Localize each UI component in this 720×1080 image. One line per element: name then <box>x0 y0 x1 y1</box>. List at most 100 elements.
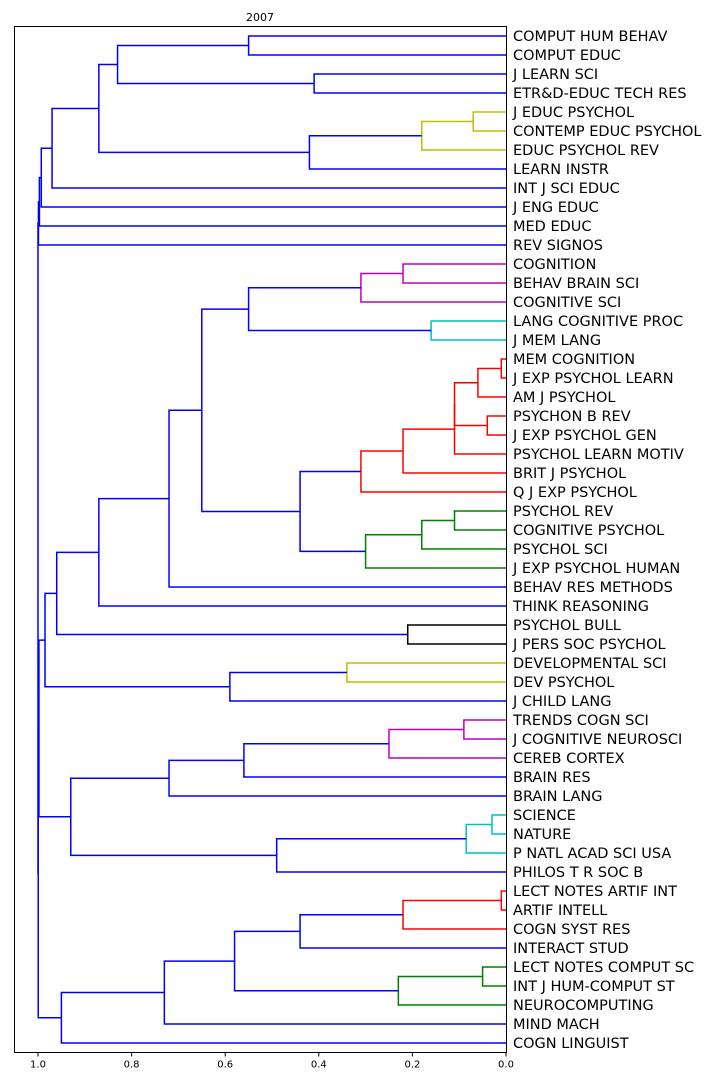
leaf-label: EDUC PSYCHOL REV <box>513 143 659 159</box>
leaf-label: DEV PSYCHOL <box>513 675 614 691</box>
leaf-label: CEREB CORTEX <box>513 751 625 767</box>
dendrogram-link <box>38 639 71 818</box>
dendrogram-link <box>247 35 506 56</box>
leaf-label: COGNITIVE SCI <box>513 295 621 311</box>
dendrogram-link <box>360 450 506 493</box>
dendrogram-link <box>233 930 399 992</box>
leaf-label: Q J EXP PSYCHOL <box>513 485 637 501</box>
x-tick-label: 0.0 <box>498 1060 514 1071</box>
dendrogram-link <box>402 263 506 284</box>
dendrogram-link <box>51 107 506 189</box>
dendrogram-link <box>500 890 506 911</box>
dendrogram-link <box>463 719 506 740</box>
leaf-label: COMPUT HUM BEHAV <box>513 29 668 45</box>
dendrogram-link <box>453 510 506 531</box>
leaf-label: SCIENCE <box>513 808 576 824</box>
leaf-label: INT J HUM-COMPUT ST <box>513 979 675 995</box>
leaf-label: J ENG EDUC <box>512 200 599 216</box>
dendrogram-link <box>247 287 432 332</box>
leaf-label: PHILOS T R SOC B <box>513 865 643 881</box>
leaf-label: INTERACT STUD <box>513 941 629 957</box>
leaf-label: J PERS SOC PSYCHOL <box>512 637 666 653</box>
leaf-label: DEVELOPMENTAL SCI <box>513 656 667 672</box>
dendrogram-link <box>486 415 506 436</box>
leaf-label: BRIT J PSYCHOL <box>513 466 626 482</box>
dendrogram-link <box>98 497 506 607</box>
leaf-label: J EDUC PSYCHOL <box>512 105 634 121</box>
leaf-label: LECT NOTES COMPUT SC <box>513 960 694 976</box>
leaf-label: COGNITIVE PSYCHOL <box>513 523 664 539</box>
leaf-label: COGN SYST RES <box>513 922 630 938</box>
dendrogram-link <box>70 777 277 857</box>
dendrogram-link <box>500 358 506 379</box>
dendrogram-link <box>37 727 62 1019</box>
x-tick-label: 0.2 <box>404 1060 420 1071</box>
leaf-label: BEHAV BRAIN SCI <box>513 276 639 292</box>
x-tick-label: 0.6 <box>217 1060 233 1071</box>
x-tick-label: 0.4 <box>311 1060 327 1071</box>
leaf-label: P NATL ACAD SCI USA <box>513 846 671 862</box>
dendrogram-link <box>98 63 310 154</box>
dendrogram-link <box>430 320 506 341</box>
dendrogram-links <box>37 35 506 1044</box>
dendrogram-link <box>116 44 315 85</box>
x-axis: 1.0 0.8 0.6 0.4 0.2 0.0 <box>30 1052 514 1071</box>
leaf-label: J LEARN SCI <box>512 67 598 83</box>
leaf-label: PSYCHOL REV <box>513 504 613 520</box>
dendrogram-link <box>364 534 506 569</box>
leaf-label: TRENDS COGN SCI <box>512 713 649 729</box>
leaf-label: PSYCHOL SCI <box>513 542 608 558</box>
dendrogram-link <box>313 73 506 94</box>
leaf-label: PSYCHON B REV <box>513 409 631 425</box>
dendrogram-link <box>299 470 366 553</box>
leaf-label: COGNITION <box>513 257 596 273</box>
dendrogram-link <box>38 176 506 227</box>
leaf-label: J CHILD LANG <box>512 694 611 710</box>
dendrogram-link <box>397 975 506 1006</box>
leaf-label: THINK REASONING <box>512 599 649 615</box>
dendrogram-link <box>168 759 506 797</box>
leaf-label: ARTIF INTELL <box>513 903 607 919</box>
dendrogram-link <box>388 728 506 759</box>
dendrogram-link <box>421 120 506 151</box>
dendrogram-link <box>243 743 506 778</box>
dendrogram-link <box>491 814 506 835</box>
dendrogram-link <box>37 201 506 246</box>
dendrogram-link <box>453 382 488 427</box>
leaf-label: BRAIN RES <box>513 770 591 786</box>
leaf-label: MED EDUC <box>513 219 592 235</box>
chart-title: 2007 <box>246 11 274 24</box>
leaf-label: INT J SCI EDUC <box>513 181 620 197</box>
leaf-label: NEUROCOMPUTING <box>513 998 654 1014</box>
x-tick-label: 0.8 <box>124 1060 140 1071</box>
dendrogram-link <box>472 111 506 132</box>
dendrogram-link <box>168 409 506 588</box>
dendrogram-link <box>201 308 301 513</box>
leaf-label: NATURE <box>513 827 571 843</box>
leaf-label: LECT NOTES ARTIF INT <box>513 884 677 900</box>
dendrogram-link <box>229 671 506 702</box>
leaf-label: BRAIN LANG <box>513 789 603 805</box>
dendrogram-link <box>308 135 506 170</box>
leaf-label: MEM COGNITION <box>513 352 635 368</box>
leaf-label: CONTEMP EDUC PSYCHOL <box>513 124 701 140</box>
dendrogram-link <box>44 592 230 688</box>
dendrogram-link <box>60 991 506 1044</box>
leaf-label: LEARN INSTR <box>513 162 609 178</box>
dendrogram-link <box>402 899 506 930</box>
leaf-label: J MEM LANG <box>512 333 601 349</box>
dendrogram-link <box>481 966 506 987</box>
leaf-label: PSYCHOL LEARN MOTIV <box>513 447 684 463</box>
dendrogram-link <box>465 823 506 854</box>
leaf-label: J EXP PSYCHOL GEN <box>512 428 657 444</box>
leaf-label: ETR&D-EDUC TECH RES <box>513 86 687 102</box>
leaf-label: REV SIGNOS <box>513 238 603 254</box>
dendrogram-link <box>406 624 506 645</box>
leaf-label: LANG COGNITIVE PROC <box>513 314 683 330</box>
leaf-labels: COMPUT HUM BEHAV COMPUT EDUC J LEARN SCI ET… <box>512 29 701 1052</box>
dendrogram-link <box>346 662 506 683</box>
leaf-label: COMPUT EDUC <box>513 48 621 64</box>
dendrogram-link <box>163 960 506 1025</box>
dendrogram-link <box>360 272 506 303</box>
